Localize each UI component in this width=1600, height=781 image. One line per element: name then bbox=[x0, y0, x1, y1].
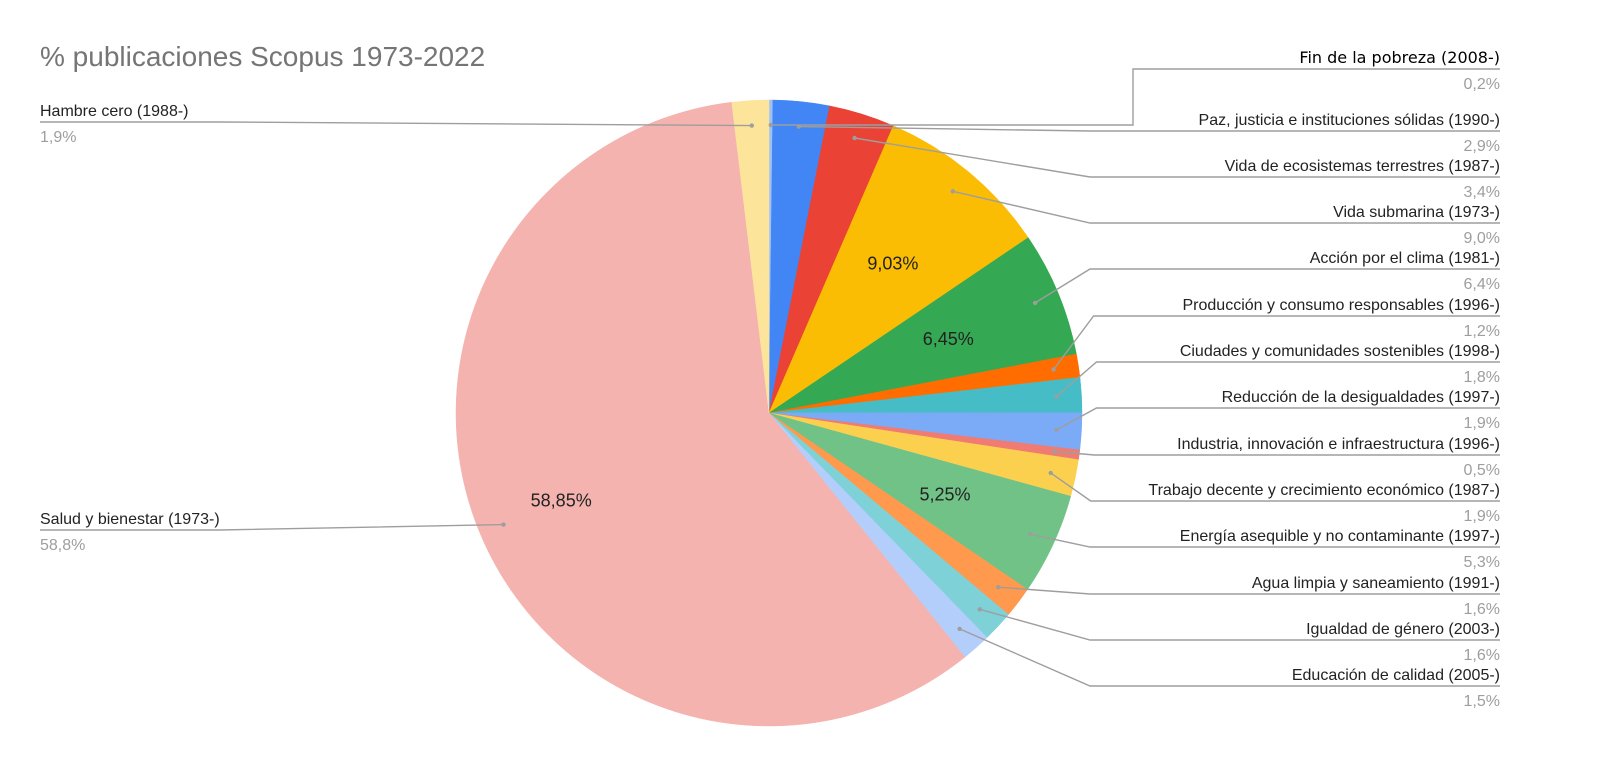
leader-line bbox=[770, 68, 1500, 126]
slice-label: Vida submarina (1973-) bbox=[1333, 204, 1500, 221]
slice-percent: 0,2% bbox=[1464, 76, 1500, 93]
slice-label: Hambre cero (1988-) bbox=[40, 103, 189, 120]
chart-title: % publicaciones Scopus 1973-2022 bbox=[40, 41, 485, 72]
slice-label: Energía asequible y no contaminante (199… bbox=[1180, 528, 1500, 545]
leader-line bbox=[1030, 533, 1500, 548]
leader-dot bbox=[749, 123, 754, 128]
slice-label: Acción por el clima (1981-) bbox=[1310, 250, 1500, 267]
leader-line bbox=[1056, 407, 1500, 431]
slice-percent: 1,6% bbox=[1464, 647, 1500, 664]
pie-slice bbox=[455, 101, 966, 727]
slice-percent: 1,9% bbox=[1464, 415, 1500, 432]
slice-label: Ciudades y comunidades sostenibles (1998… bbox=[1180, 343, 1500, 360]
slice-inside-label: 9,03% bbox=[867, 254, 918, 274]
leader-line bbox=[959, 628, 1500, 687]
slice-label: Vida de ecosistemas terrestres (1987-) bbox=[1225, 158, 1500, 175]
slice-percent: 9,0% bbox=[1464, 230, 1500, 247]
slice-label: Salud y bienestar (1973-) bbox=[40, 511, 220, 528]
slice-percent: 2,9% bbox=[1464, 138, 1500, 155]
leader-line bbox=[798, 125, 1500, 132]
leader-line bbox=[952, 190, 1500, 224]
slice-percent: 1,9% bbox=[40, 129, 76, 146]
slice-labels: Fin de la pobreza (2008-) 0,2% Paz, justic… bbox=[40, 48, 1500, 710]
leader-line bbox=[998, 586, 1500, 595]
slice-percent: 58,8% bbox=[40, 537, 85, 554]
leader-line bbox=[1034, 268, 1500, 304]
slice-percent: 0,5% bbox=[1464, 462, 1500, 479]
leader-line bbox=[1050, 472, 1500, 502]
slice-label: Industria, innovación e infraestructura … bbox=[1177, 436, 1500, 453]
slice-percent: 1,2% bbox=[1464, 323, 1500, 340]
leader-line bbox=[854, 137, 1500, 178]
leader-line bbox=[1056, 361, 1500, 398]
slice-percent: 1,9% bbox=[1464, 508, 1500, 525]
leader-line bbox=[40, 121, 752, 127]
slice-inside-label: 58,85% bbox=[531, 490, 592, 510]
slice-label: Igualdad de género (2003-) bbox=[1306, 621, 1500, 638]
slice-inside-label: 5,25% bbox=[919, 485, 970, 505]
slice-inside-label: 6,45% bbox=[923, 329, 974, 349]
slice-label: Agua limpia y saneamiento (1991-) bbox=[1252, 575, 1500, 592]
slice-percent: 5,3% bbox=[1464, 554, 1500, 571]
leader-lines bbox=[40, 68, 1500, 687]
slice-percent: 3,4% bbox=[1464, 184, 1500, 201]
leader-line bbox=[979, 608, 1500, 641]
slice-label: Reducción de la desigualdades (1997-) bbox=[1222, 389, 1500, 406]
slice-percent: 6,4% bbox=[1464, 276, 1500, 293]
pie-slice bbox=[731, 99, 770, 414]
leader-line bbox=[1053, 315, 1500, 370]
slice-label: Trabajo decente y crecimiento económico … bbox=[1148, 482, 1500, 499]
slice-label: Fin de la pobreza (2008-) bbox=[1299, 48, 1500, 67]
inside-labels: 9,03% 6,45% 5,25% 58,85% bbox=[531, 254, 974, 511]
pie-slices bbox=[455, 99, 1083, 727]
slice-label: Paz, justicia e instituciones sólidas (1… bbox=[1199, 112, 1500, 129]
slice-percent: 1,5% bbox=[1464, 693, 1500, 710]
pie-slice bbox=[768, 237, 1077, 414]
slice-percent: 1,6% bbox=[1464, 601, 1500, 618]
leader-line bbox=[1054, 450, 1500, 456]
leader-line bbox=[40, 523, 504, 531]
slice-label: Producción y consumo responsables (1996-… bbox=[1183, 297, 1501, 314]
slice-percent: 1,8% bbox=[1464, 369, 1500, 386]
slice-label: Educación de calidad (2005-) bbox=[1292, 667, 1500, 684]
pie-slice bbox=[768, 125, 1029, 414]
